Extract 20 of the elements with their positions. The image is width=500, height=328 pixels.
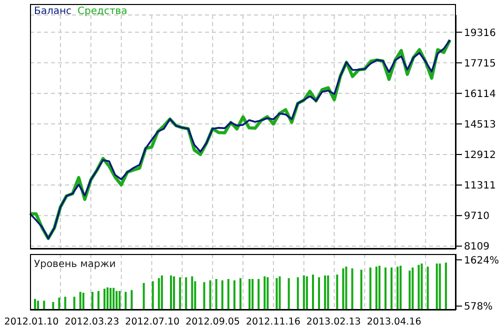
y-tick-label: 8109 bbox=[464, 242, 490, 253]
y-tick-label: 578% bbox=[464, 302, 493, 313]
y-tick-label: 1624% bbox=[464, 255, 499, 266]
y-tick-label: 16114 bbox=[464, 88, 496, 100]
x-tick-label: 2012.03.23 bbox=[64, 316, 120, 328]
x-tick-label: 2013.02.13 bbox=[306, 316, 361, 328]
text: Средства bbox=[78, 6, 128, 17]
y-tick-label: 11311 bbox=[464, 180, 496, 192]
x-tick-label: 2012.07.10 bbox=[125, 316, 180, 328]
y-tick-label: 12912 bbox=[464, 150, 496, 162]
x-tick-label: 2012.11.16 bbox=[246, 316, 300, 328]
text: Баланс bbox=[34, 6, 72, 17]
text: Уровень маржи bbox=[34, 259, 116, 270]
x-tick-label: 2012.01.10 bbox=[4, 316, 59, 328]
x-tick-label: 2012.09.05 bbox=[186, 316, 240, 328]
y-tick-label: 19316 bbox=[464, 28, 496, 39]
y-tick-label: 17715 bbox=[464, 58, 496, 70]
y-tick-label: 14513 bbox=[464, 119, 496, 130]
y-tick-label: 9710 bbox=[464, 211, 490, 222]
x-tick-label: 2013.04.16 bbox=[366, 316, 422, 328]
